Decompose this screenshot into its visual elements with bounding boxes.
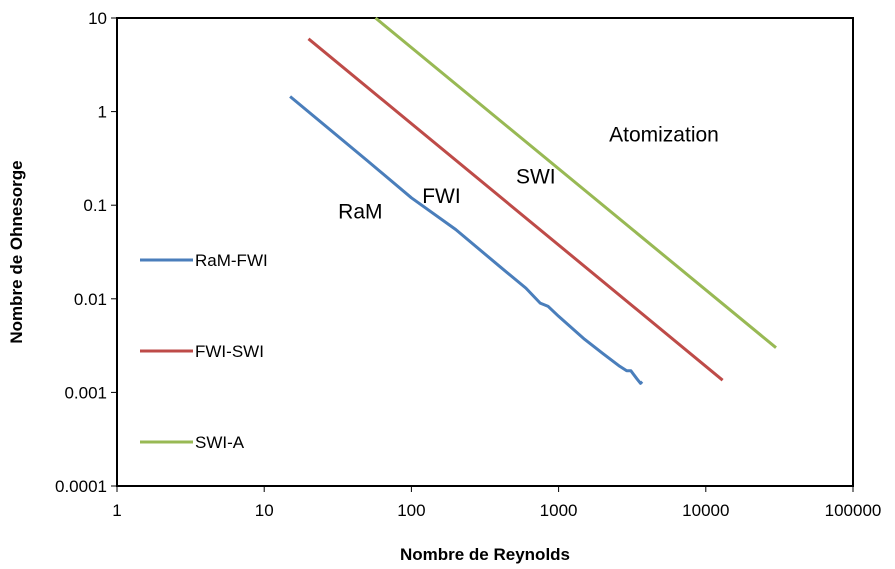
series-line-fwi-swi xyxy=(307,37,724,382)
legend: RaM-FWI FWI-SWI SWI-A xyxy=(140,251,268,452)
annotation-atomization: Atomization xyxy=(609,123,719,146)
x-tick-label-2: 100 xyxy=(397,501,425,520)
x-axis-ticks: 1 10 100 1000 10000 100000 xyxy=(112,486,881,520)
y-tick-label-0: 0.0001 xyxy=(55,477,107,496)
y-axis-title: Nombre de Ohnesorge xyxy=(7,160,26,343)
x-tick-label-4: 10000 xyxy=(682,501,729,520)
legend-label-fwi-swi: FWI-SWI xyxy=(195,342,264,361)
annotation-ram: RaM xyxy=(338,201,382,224)
x-tick-label-3: 1000 xyxy=(540,501,578,520)
x-tick-label-5: 100000 xyxy=(825,501,882,520)
y-tick-label-2: 0.01 xyxy=(74,290,107,309)
legend-label-ram-fwi: RaM-FWI xyxy=(195,251,268,270)
legend-label-swi-a: SWI-A xyxy=(195,433,245,452)
y-tick-label-5: 10 xyxy=(88,9,107,28)
annotation-swi: SWI xyxy=(516,166,556,189)
series-lines xyxy=(289,16,777,385)
y-axis-ticks: 0.0001 0.001 0.01 0.1 1 10 xyxy=(55,9,117,496)
x-tick-label-0: 1 xyxy=(112,501,121,520)
series-line-ram-fwi xyxy=(289,95,644,385)
y-tick-label-3: 0.1 xyxy=(83,196,107,215)
plot-area xyxy=(116,17,854,487)
x-tick-label-1: 10 xyxy=(255,501,274,520)
y-tick-label-1: 0.001 xyxy=(64,383,107,402)
x-axis-title: Nombre de Reynolds xyxy=(400,545,570,564)
annotation-fwi: FWI xyxy=(422,185,460,208)
annotations: RaM FWI SWI Atomization xyxy=(338,123,719,223)
y-tick-label-4: 1 xyxy=(98,103,107,122)
series-line-swi-a xyxy=(374,16,777,349)
